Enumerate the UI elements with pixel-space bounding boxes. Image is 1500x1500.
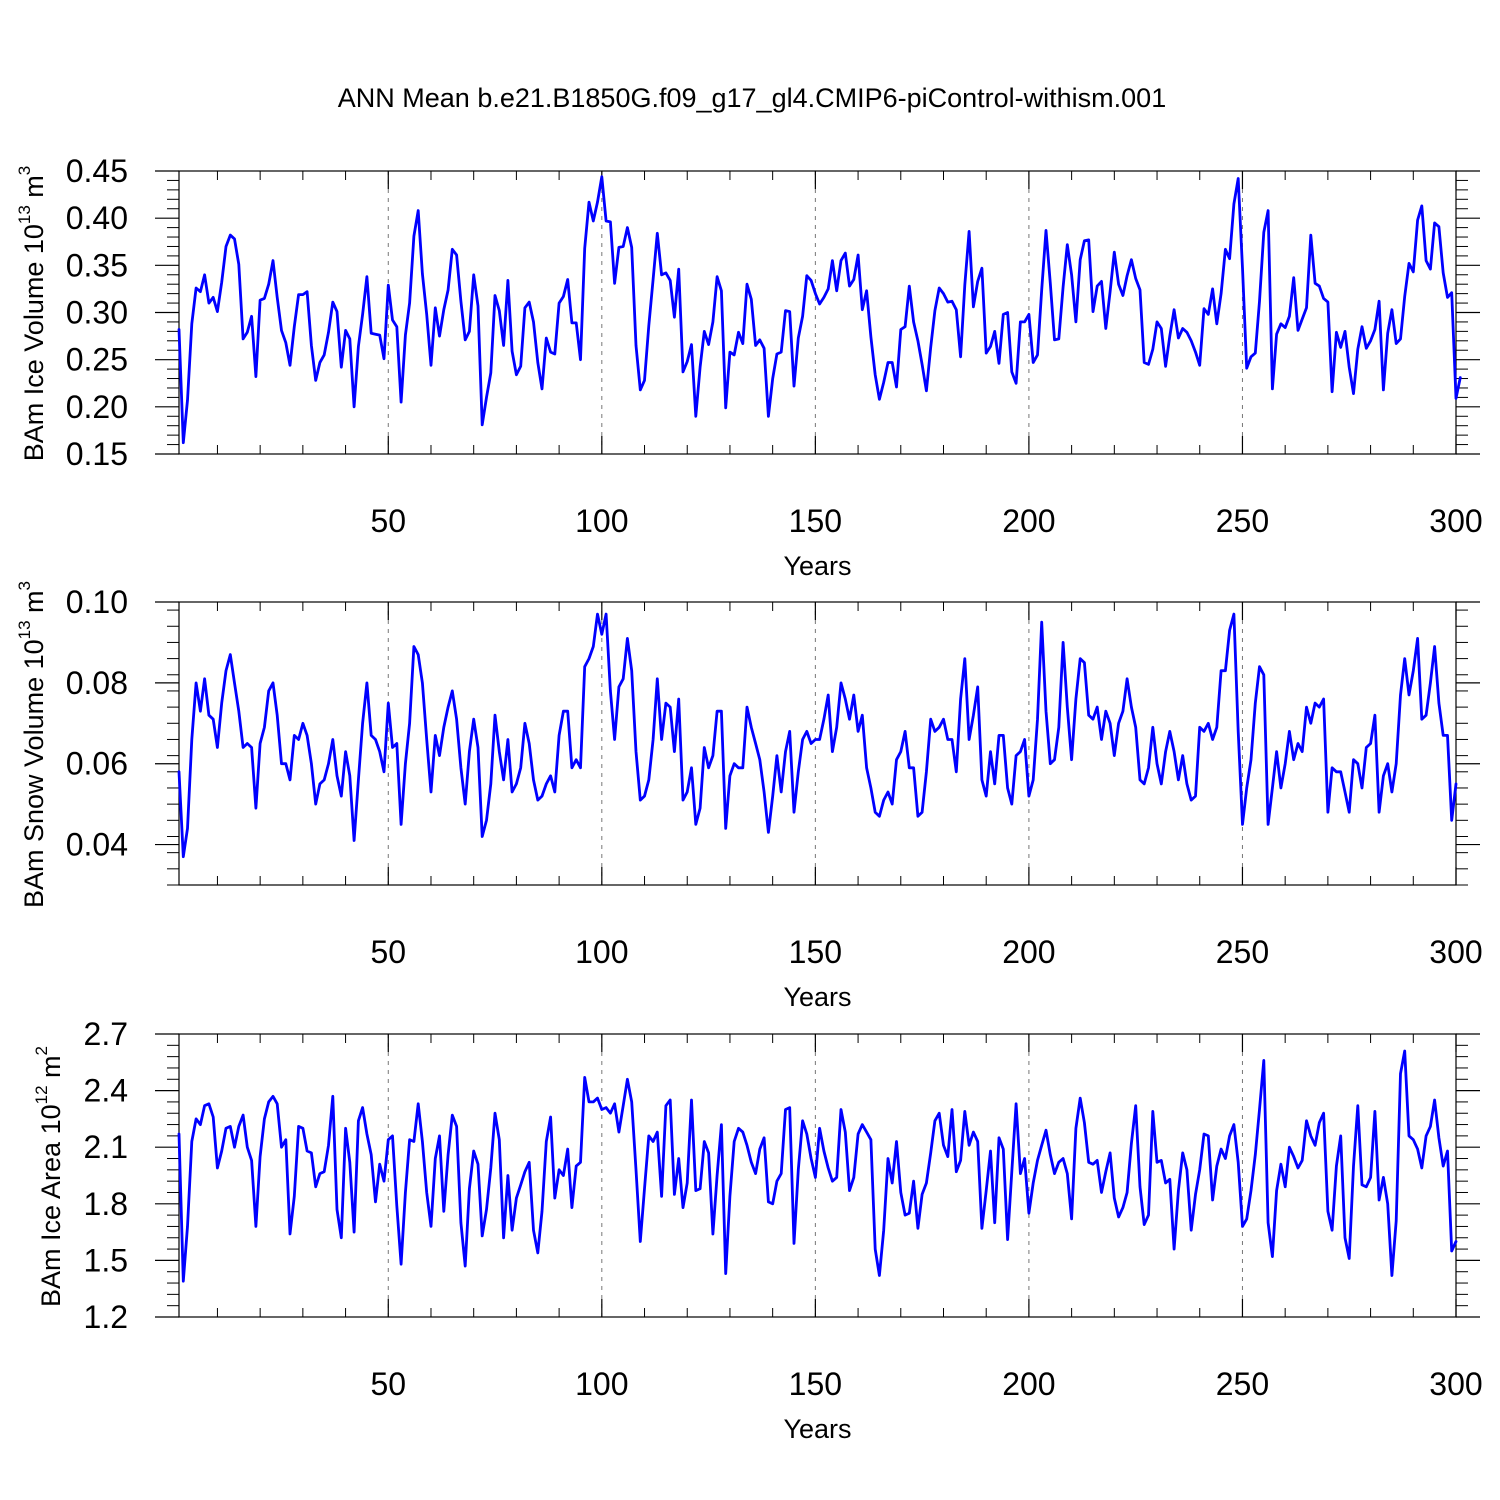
y-axis-label-ylabel: BAm Ice Volume 10 (19, 224, 49, 461)
x-tick-label: 150 (789, 934, 842, 970)
y-tick-label: 0.40 (66, 200, 128, 236)
x-tick-label: 250 (1216, 1366, 1269, 1402)
x-tick-label: 200 (1002, 1366, 1055, 1402)
x-tick-label: 150 (789, 1366, 842, 1402)
y-axis-label-ylabel: BAm Snow Volume 10 (19, 639, 49, 908)
x-axis-label: Years (783, 551, 851, 581)
y-tick-label: 0.04 (66, 827, 128, 863)
x-tick-label: 100 (575, 503, 628, 539)
x-axis-label: Years (783, 1414, 851, 1444)
y-tick-label: 1.8 (84, 1186, 128, 1222)
x-axis-label: Years (783, 982, 851, 1012)
x-tick-label: 100 (575, 934, 628, 970)
y-axis-label-unit: m (19, 590, 49, 620)
chart-panel-3: 50 100 150 200 250 300 1.2 1.5 1.8 2.1 2.4 2.7 Years… (32, 1016, 1483, 1444)
x-tick-label: 300 (1429, 1366, 1482, 1402)
y-axis-label-ylabel-unit_exp: 2 (32, 1046, 51, 1055)
y-axis-label-ylabel-exp: 12 (32, 1085, 51, 1104)
series-line (177, 612, 1458, 859)
y-axis-label-ylabel: BAm Ice Area 10 (36, 1104, 66, 1307)
y-axis-label-ylabel-exp: 13 (15, 620, 34, 639)
x-tick-label: 250 (1216, 503, 1269, 539)
y-axis-label-ylabel-unit_exp: 3 (15, 581, 34, 590)
y-tick-label: 1.5 (84, 1242, 128, 1278)
x-tick-label: 50 (370, 503, 406, 539)
y-axis-label-unit: m (36, 1055, 66, 1085)
y-tick-label: 0.15 (66, 436, 128, 472)
chart-panel-1: 50 100 150 200 250 300 0.15 0.20 0.25 0.30 0.35 0.4… (15, 153, 1483, 581)
x-tick-label: 200 (1002, 503, 1055, 539)
y-tick-label: 1.2 (84, 1299, 128, 1335)
y-axis-label: BAm Snow Volume 1013 m3 (15, 581, 49, 908)
y-tick-label: 2.7 (84, 1016, 128, 1052)
x-tick-label: 250 (1216, 934, 1269, 970)
series-line (177, 175, 1462, 445)
panels: 50 100 150 200 250 3000.150.200.250.300.350.4… (15, 153, 1483, 1444)
x-tick-label: 200 (1002, 934, 1055, 970)
x-tick-label: 300 (1429, 503, 1482, 539)
y-tick-label: 0.20 (66, 389, 128, 425)
y-tick-label: 0.06 (66, 746, 128, 782)
y-tick-label: 0.10 (66, 584, 128, 620)
x-tick-label: 100 (575, 1366, 628, 1402)
y-axis-label: BAm Ice Volume 1013 m3 (15, 166, 49, 462)
y-tick-label: 0.25 (66, 342, 128, 378)
x-tick-label: 150 (789, 503, 842, 539)
series-line (177, 1049, 1458, 1283)
y-tick-label: 2.1 (84, 1129, 128, 1165)
y-tick-label: 0.30 (66, 295, 128, 331)
y-axis-label-ylabel-exp: 13 (15, 205, 34, 224)
y-axis-label-ylabel-unit_exp: 3 (15, 166, 34, 175)
y-axis-label-unit: m (19, 175, 49, 205)
y-tick-label: 2.4 (84, 1073, 128, 1109)
y-tick-label: 0.08 (66, 665, 128, 701)
chart-panel-2: 50 100 150 200 250 300 0.04 0.06 0.08 0.10 Years BA… (15, 581, 1483, 1012)
plot-frame (178, 170, 1457, 455)
y-tick-label: 0.45 (66, 153, 128, 189)
y-axis-label: BAm Ice Area 1012 m2 (32, 1046, 66, 1307)
x-tick-label: 300 (1429, 934, 1482, 970)
y-tick-label: 0.35 (66, 247, 128, 283)
x-tick-label: 50 (370, 934, 406, 970)
x-tick-label: 50 (370, 1366, 406, 1402)
plot-frame (178, 601, 1457, 886)
figure-title: ANN Mean b.e21.B1850G.f09_g17_gl4.CMIP6-… (338, 83, 1166, 113)
